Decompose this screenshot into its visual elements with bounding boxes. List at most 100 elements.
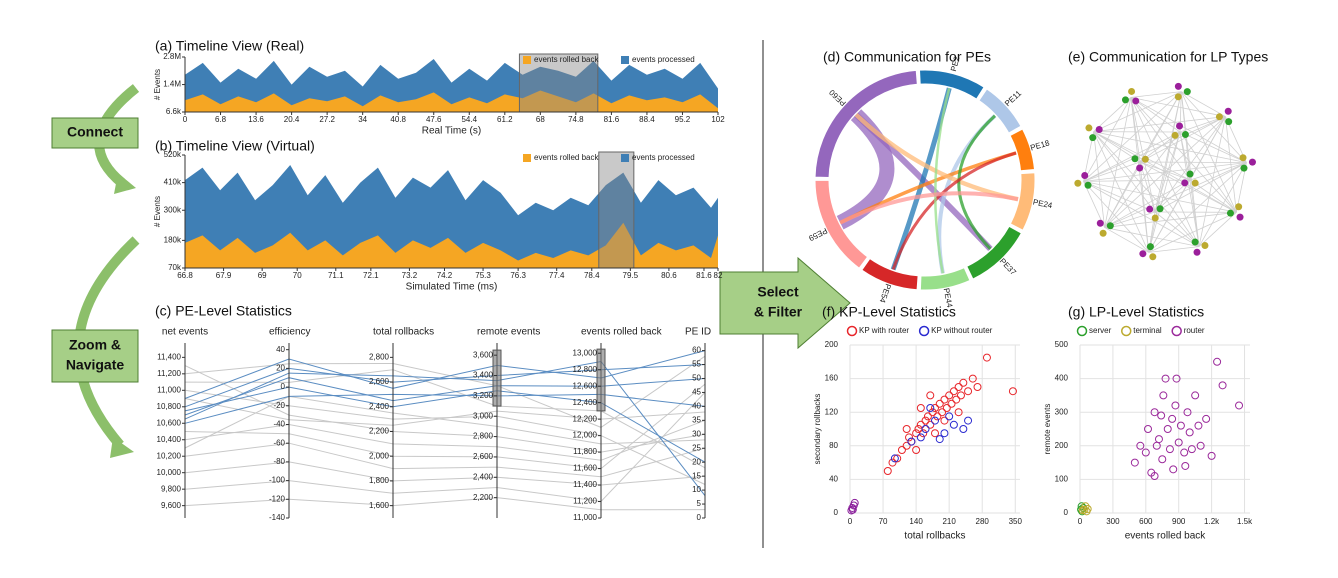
y-tick-label: 200	[825, 340, 839, 349]
axis-title: net events	[162, 327, 208, 338]
edge	[1104, 227, 1200, 247]
axis-title: efficiency	[269, 327, 311, 338]
point	[1159, 391, 1168, 400]
y-tick-label: 70k	[168, 263, 182, 272]
edge	[1093, 131, 1191, 181]
point	[1150, 408, 1159, 417]
point	[1213, 357, 1222, 366]
edge	[1083, 179, 1191, 182]
node	[1226, 209, 1234, 217]
y-axis-label: # Events	[153, 196, 162, 227]
tick-label: 2,800	[369, 352, 390, 361]
edge	[1130, 97, 1150, 253]
node	[1201, 241, 1209, 249]
axis-title: total rollbacks	[373, 327, 434, 338]
record-line	[184, 377, 706, 416]
arc	[1009, 172, 1036, 231]
x-tick-label: 81.6	[696, 271, 712, 280]
point	[931, 404, 939, 412]
brush	[518, 53, 599, 113]
record-line	[184, 369, 706, 469]
x-tick-label: 70	[293, 271, 302, 280]
tick-label: 2,600	[473, 452, 494, 461]
area	[185, 165, 718, 268]
tick-label: 1,800	[369, 476, 390, 485]
edge	[1130, 97, 1226, 117]
point	[921, 416, 930, 425]
edge	[1130, 97, 1181, 133]
tick-label: -40	[273, 420, 285, 429]
legend-marker	[846, 325, 858, 337]
node	[1239, 154, 1247, 162]
legend-marker	[1171, 325, 1182, 337]
tick-label: 10,200	[157, 451, 182, 460]
edge	[1093, 131, 1156, 213]
edge	[1139, 161, 1237, 213]
x-tick-label: 27.2	[319, 115, 335, 124]
node	[1181, 131, 1189, 139]
y-axis-label: # Events	[153, 69, 162, 100]
node	[1146, 243, 1154, 251]
area	[185, 90, 718, 112]
edge	[1083, 180, 1200, 247]
chart-title: (d) Communication for PEs	[823, 49, 991, 65]
point	[1158, 455, 1167, 464]
x-axis-label: total rollbacks	[904, 531, 965, 542]
point	[959, 378, 968, 387]
x-tick-label: 47.6	[426, 115, 442, 124]
x-tick-label: 0	[183, 115, 188, 124]
legend-swatch	[523, 154, 531, 162]
arc-label: PE37	[998, 257, 1018, 278]
node	[1183, 88, 1191, 96]
tick-label: 10,600	[157, 418, 182, 427]
tick-label: 11,400	[157, 352, 181, 361]
point	[1169, 465, 1178, 474]
edge	[1179, 131, 1247, 164]
tick-label: 25	[692, 443, 701, 452]
x-tick-label: 102	[711, 115, 725, 124]
point	[1163, 425, 1172, 433]
x-tick-label: 75.3	[475, 271, 491, 280]
tick-label: 12,600	[573, 381, 598, 390]
legend-swatch	[523, 56, 531, 64]
point	[1207, 451, 1216, 460]
x-tick-label: 73.2	[402, 271, 418, 280]
point	[956, 391, 965, 400]
edge	[1130, 97, 1156, 213]
point	[897, 446, 906, 454]
point	[1008, 387, 1017, 396]
y-tick-label: 6.6k	[166, 107, 182, 116]
point	[893, 454, 902, 463]
edge	[1104, 227, 1149, 253]
point	[1171, 401, 1180, 410]
node	[1240, 164, 1248, 172]
tick-label: 3,000	[473, 411, 494, 420]
edge	[1093, 131, 1200, 247]
point	[919, 429, 928, 438]
y-tick-label: 160	[825, 374, 839, 383]
point	[848, 505, 857, 514]
edge	[1130, 91, 1182, 98]
edge	[1130, 97, 1247, 164]
tick-label: 9,600	[161, 501, 182, 510]
point	[964, 387, 973, 396]
point	[1187, 445, 1196, 454]
edge	[1083, 161, 1141, 182]
x-axis-label: Real Time (s)	[422, 126, 481, 137]
edge	[1148, 162, 1247, 253]
edge	[1093, 116, 1226, 133]
y-tick-label: 520k	[164, 150, 182, 159]
y-tick-label: 80	[829, 441, 838, 450]
tick-label: -20	[273, 401, 285, 410]
y-tick-label: 1.4M	[163, 80, 181, 89]
record-line	[184, 442, 706, 478]
edge	[1083, 180, 1156, 213]
arc-label: PE18	[1029, 138, 1051, 152]
tick-label: 10,800	[157, 402, 182, 411]
tick-label: 55	[692, 360, 701, 369]
edge	[1154, 116, 1226, 213]
node	[1096, 219, 1104, 227]
brush	[492, 349, 502, 407]
legend-marker	[918, 325, 930, 337]
record-line	[184, 364, 706, 408]
